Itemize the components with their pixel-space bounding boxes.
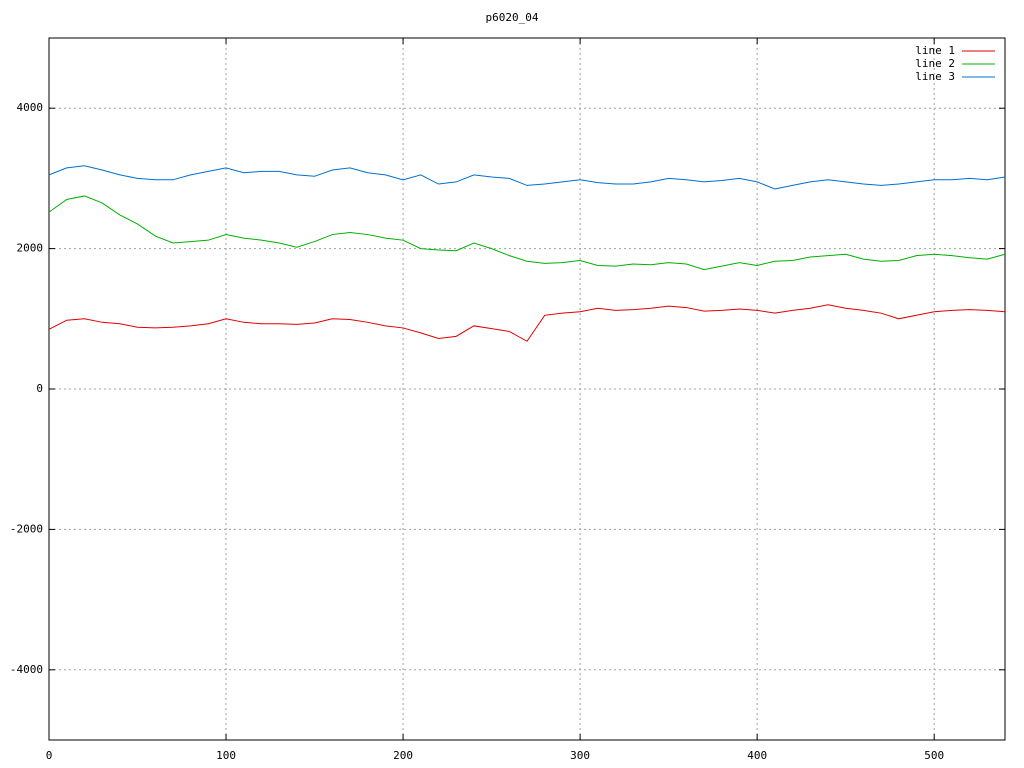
y-tick-label: 0: [36, 382, 43, 395]
y-tick-label: 2000: [17, 242, 44, 255]
data-line: [48, 165, 1006, 190]
legend-label: line 1: [915, 44, 955, 57]
data-line: [48, 195, 1006, 271]
x-tick-label: 300: [570, 749, 590, 762]
y-tick-label: -2000: [10, 522, 43, 535]
chart-title: p6020_04: [486, 11, 539, 24]
x-tick-label: 500: [924, 749, 944, 762]
y-tick-label: -4000: [10, 663, 43, 676]
x-tick-label: 200: [393, 749, 413, 762]
x-tick-label: 400: [747, 749, 767, 762]
y-tick-label: 4000: [17, 101, 44, 114]
x-tick-label: 100: [216, 749, 236, 762]
legend-label: line 3: [915, 70, 955, 83]
x-tick-label: 0: [46, 749, 53, 762]
plot-border: [48, 37, 1006, 741]
data-line: [48, 304, 1006, 342]
legend-label: line 2: [915, 57, 955, 70]
